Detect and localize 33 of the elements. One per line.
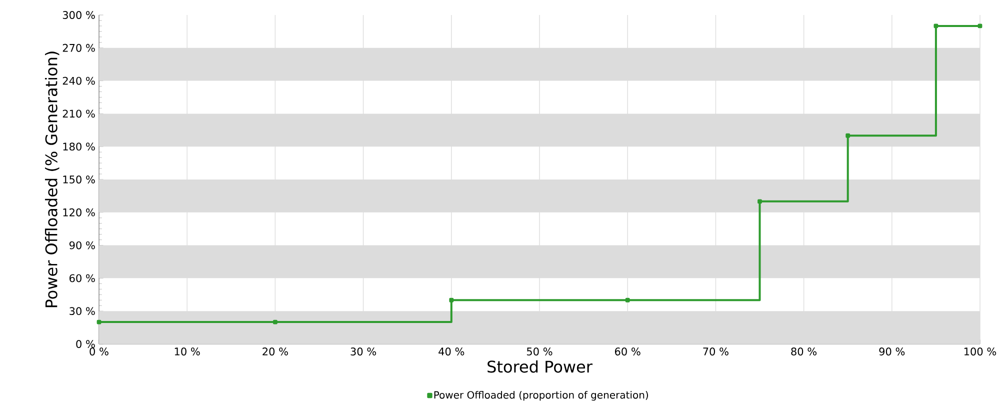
point <box>449 298 454 302</box>
x-tick-label: 30 % <box>350 348 376 356</box>
x-tick-label: 0 % <box>90 348 108 356</box>
x-tick-label: 20 % <box>262 348 288 356</box>
y-tick-label: 30 % <box>70 307 95 316</box>
x-tick-label: 80 % <box>791 348 817 356</box>
point <box>846 133 850 138</box>
y-tick-label: 180 % <box>63 142 95 151</box>
y-tick-label: 270 % <box>62 44 95 52</box>
y-tick-label: 0 % <box>76 340 95 348</box>
y-tick-label: 240 % <box>62 76 95 85</box>
x-tick-label: 50 % <box>526 348 552 356</box>
legend-label: Power Offloaded (proportion of generation) <box>434 390 648 401</box>
x-axis-title: Stored Power <box>488 360 592 373</box>
y-tick-label: 210 % <box>62 110 95 118</box>
y-tick-label: 300 % <box>62 11 95 19</box>
x-tick-label: 60 % <box>615 348 640 356</box>
point <box>978 24 982 28</box>
point <box>625 298 630 302</box>
point <box>934 24 938 28</box>
x-tick-label: 10 % <box>174 348 200 356</box>
y-tick-label: 60 % <box>70 274 95 282</box>
point <box>96 320 102 324</box>
x-tick-label: 90 % <box>879 348 905 356</box>
y-tick-label: 90 % <box>69 241 95 250</box>
x-tick-label: 70 % <box>703 348 728 356</box>
x-tick-label: 40 % <box>438 348 464 356</box>
y-tick-label: 150 % <box>63 176 95 184</box>
point <box>758 199 762 204</box>
point <box>273 320 278 324</box>
y-axis-title: Power Offloaded (% Generation) <box>44 52 60 308</box>
x-tick-label: 100 % <box>964 348 996 356</box>
y-tick-label: 120 % <box>63 208 95 216</box>
